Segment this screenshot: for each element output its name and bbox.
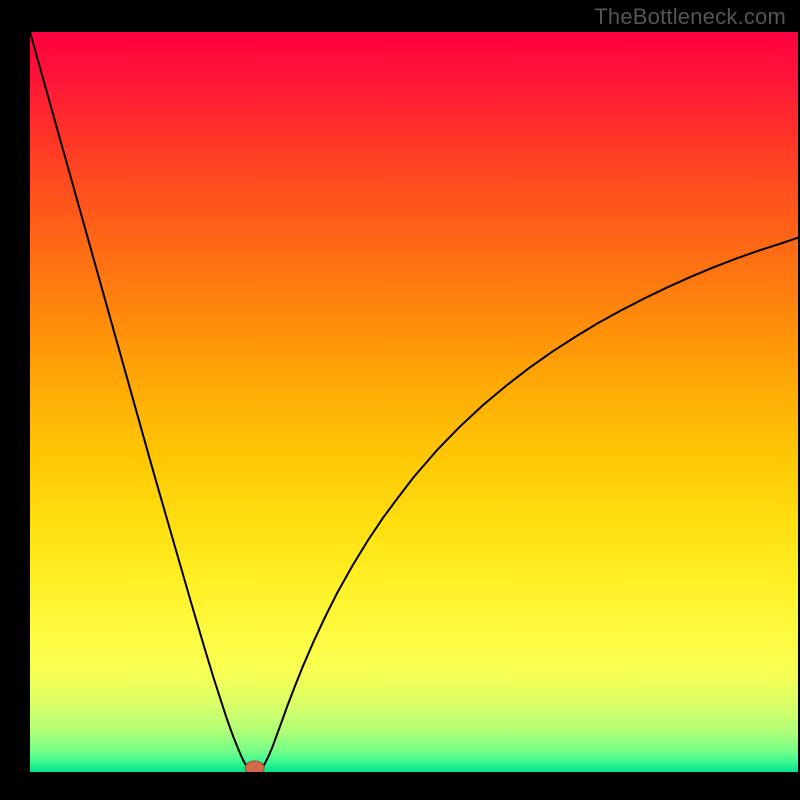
minimum-marker — [245, 761, 264, 772]
bottleneck-curve — [30, 32, 798, 772]
chart-frame: TheBottleneck.com — [0, 0, 800, 800]
plot-area — [30, 32, 798, 772]
watermark-text: TheBottleneck.com — [594, 4, 786, 30]
